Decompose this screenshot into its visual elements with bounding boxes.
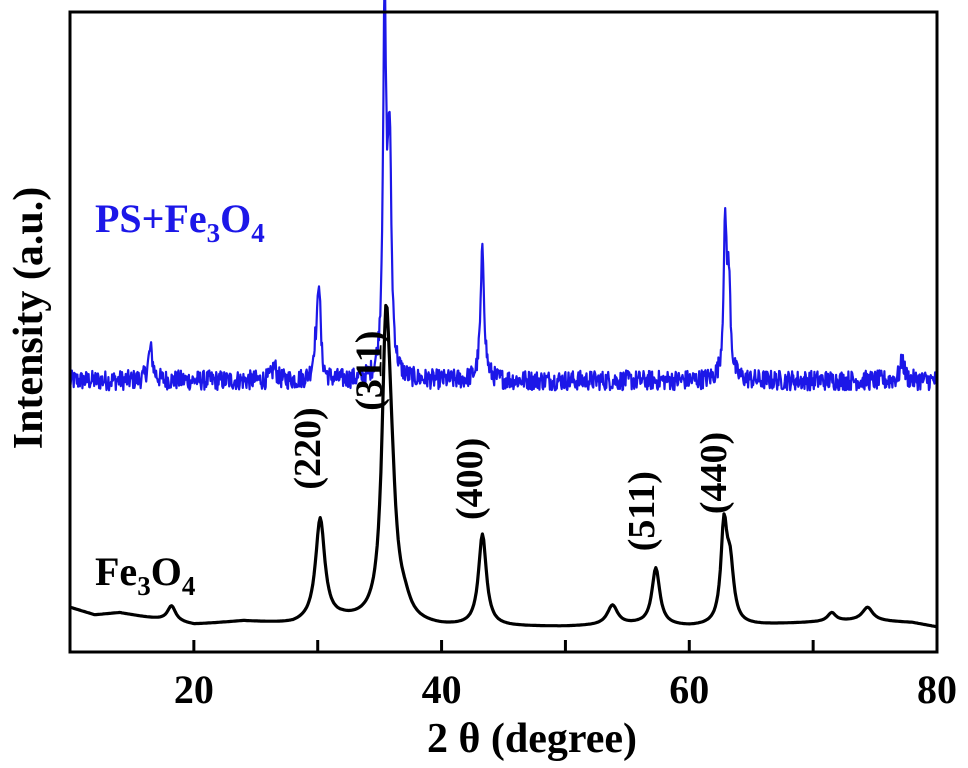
series-layer [68, 0, 938, 629]
x-tick-label-60: 60 [669, 667, 709, 712]
peak-label-220: (220) [287, 407, 329, 489]
x-tick-label-80: 80 [917, 667, 957, 712]
x-tick-label-20: 20 [174, 667, 214, 712]
y-axis-label: Intensity (a.u.) [6, 187, 52, 450]
x-axis-label: 2 θ (degree) [427, 716, 637, 762]
peak-label-440: (440) [693, 432, 735, 514]
series-line-fe3o4 [69, 303, 938, 629]
series-line-ps-fe3o4 [68, 0, 938, 392]
x-axis-ticks: 20 40 60 80 [174, 640, 957, 712]
peak-label-511: (511) [621, 471, 663, 551]
peak-label-400: (400) [449, 438, 491, 520]
peak-annotations: (220) (311) (400) (511) (440) [287, 331, 735, 552]
series-labels: PS+Fe3O4 Fe3O4 [95, 196, 265, 601]
series-label-ps-fe3o4: PS+Fe3O4 [95, 196, 265, 248]
x-tick-label-40: 40 [422, 667, 462, 712]
series-label-fe3o4: Fe3O4 [95, 549, 195, 601]
plot-frame [68, 10, 939, 654]
peak-label-311: (311) [349, 331, 391, 411]
